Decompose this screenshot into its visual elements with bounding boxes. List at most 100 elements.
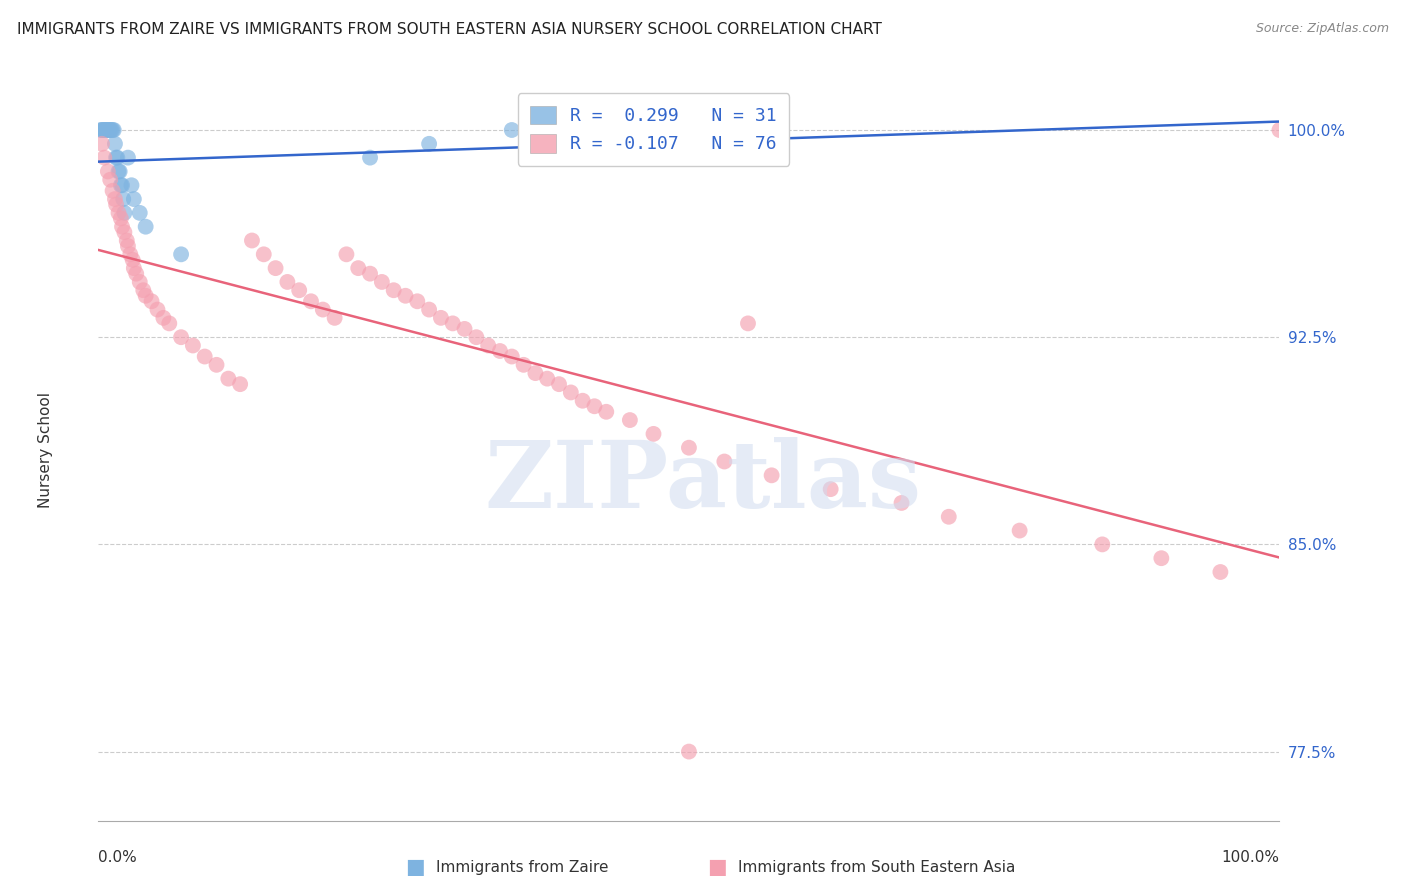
- Point: [117, 239, 139, 253]
- Point: [820, 482, 842, 496]
- Point: [371, 275, 394, 289]
- Point: [713, 454, 735, 468]
- Point: [146, 302, 169, 317]
- Text: ZIPatlas: ZIPatlas: [485, 437, 921, 526]
- Point: [194, 350, 217, 364]
- Point: [104, 192, 127, 206]
- Text: Nursery School: Nursery School: [38, 392, 53, 508]
- Text: IMMIGRANTS FROM ZAIRE VS IMMIGRANTS FROM SOUTH EASTERN ASIA NURSERY SCHOOL CORRE: IMMIGRANTS FROM ZAIRE VS IMMIGRANTS FROM…: [17, 22, 882, 37]
- Point: [938, 509, 960, 524]
- Text: Source: ZipAtlas.com: Source: ZipAtlas.com: [1256, 22, 1389, 36]
- Point: [135, 289, 157, 303]
- Point: [418, 136, 440, 151]
- Point: [111, 178, 134, 193]
- Point: [93, 151, 115, 165]
- Point: [1091, 537, 1114, 551]
- Point: [678, 745, 700, 759]
- Point: [132, 283, 155, 297]
- Point: [276, 275, 298, 289]
- Point: [94, 123, 117, 137]
- Point: [1150, 551, 1173, 566]
- Point: [477, 338, 499, 352]
- Point: [181, 338, 204, 352]
- Point: [288, 283, 311, 297]
- Point: [98, 123, 121, 137]
- Text: Immigrants from South Eastern Asia: Immigrants from South Eastern Asia: [738, 860, 1015, 874]
- Legend: R =  0.299   N = 31, R = -0.107   N = 76: R = 0.299 N = 31, R = -0.107 N = 76: [517, 93, 789, 166]
- Point: [121, 252, 143, 267]
- Text: ■: ■: [405, 857, 425, 877]
- Point: [170, 247, 193, 261]
- Point: [465, 330, 488, 344]
- Point: [359, 151, 381, 165]
- Point: [418, 302, 440, 317]
- Point: [101, 123, 124, 137]
- Point: [111, 219, 134, 234]
- Point: [115, 234, 138, 248]
- Point: [512, 358, 534, 372]
- Point: [100, 123, 122, 137]
- Point: [90, 123, 112, 137]
- Point: [571, 393, 593, 408]
- Point: [112, 225, 135, 239]
- Point: [96, 123, 118, 137]
- Point: [524, 366, 547, 380]
- Point: [98, 123, 121, 137]
- Point: [170, 330, 193, 344]
- Point: [394, 289, 416, 303]
- Text: 0.0%: 0.0%: [98, 850, 138, 865]
- Point: [117, 151, 139, 165]
- Point: [406, 294, 429, 309]
- Point: [121, 178, 143, 193]
- Point: [264, 261, 287, 276]
- Point: [122, 192, 145, 206]
- Point: [107, 164, 129, 178]
- Point: [453, 322, 475, 336]
- Point: [430, 310, 453, 325]
- Point: [560, 123, 582, 137]
- Point: [560, 385, 582, 400]
- Point: [382, 283, 405, 297]
- Point: [619, 413, 641, 427]
- Point: [1268, 123, 1291, 137]
- Point: [112, 206, 135, 220]
- Point: [105, 151, 128, 165]
- Point: [135, 219, 157, 234]
- Point: [91, 123, 114, 137]
- Point: [110, 211, 132, 226]
- Point: [595, 405, 617, 419]
- Point: [120, 247, 142, 261]
- Point: [312, 302, 335, 317]
- Point: [98, 172, 121, 186]
- Point: [97, 123, 120, 137]
- Point: [122, 261, 145, 276]
- Point: [1008, 524, 1031, 538]
- Point: [108, 164, 131, 178]
- Point: [110, 178, 132, 193]
- Point: [217, 371, 239, 385]
- Point: [205, 358, 228, 372]
- Point: [107, 206, 129, 220]
- Point: [1209, 565, 1232, 579]
- Point: [489, 344, 512, 359]
- Point: [678, 441, 700, 455]
- Point: [536, 371, 558, 385]
- Point: [548, 377, 571, 392]
- Point: [152, 310, 174, 325]
- Point: [125, 267, 148, 281]
- Point: [323, 310, 346, 325]
- Point: [761, 468, 783, 483]
- Point: [299, 294, 322, 309]
- Point: [105, 151, 128, 165]
- Point: [737, 317, 759, 331]
- Point: [91, 123, 114, 137]
- Point: [141, 294, 163, 309]
- Point: [240, 234, 263, 248]
- Point: [103, 123, 125, 137]
- Point: [128, 275, 150, 289]
- Point: [890, 496, 912, 510]
- Point: [501, 350, 523, 364]
- Point: [104, 136, 127, 151]
- Point: [97, 164, 120, 178]
- Point: [583, 399, 606, 413]
